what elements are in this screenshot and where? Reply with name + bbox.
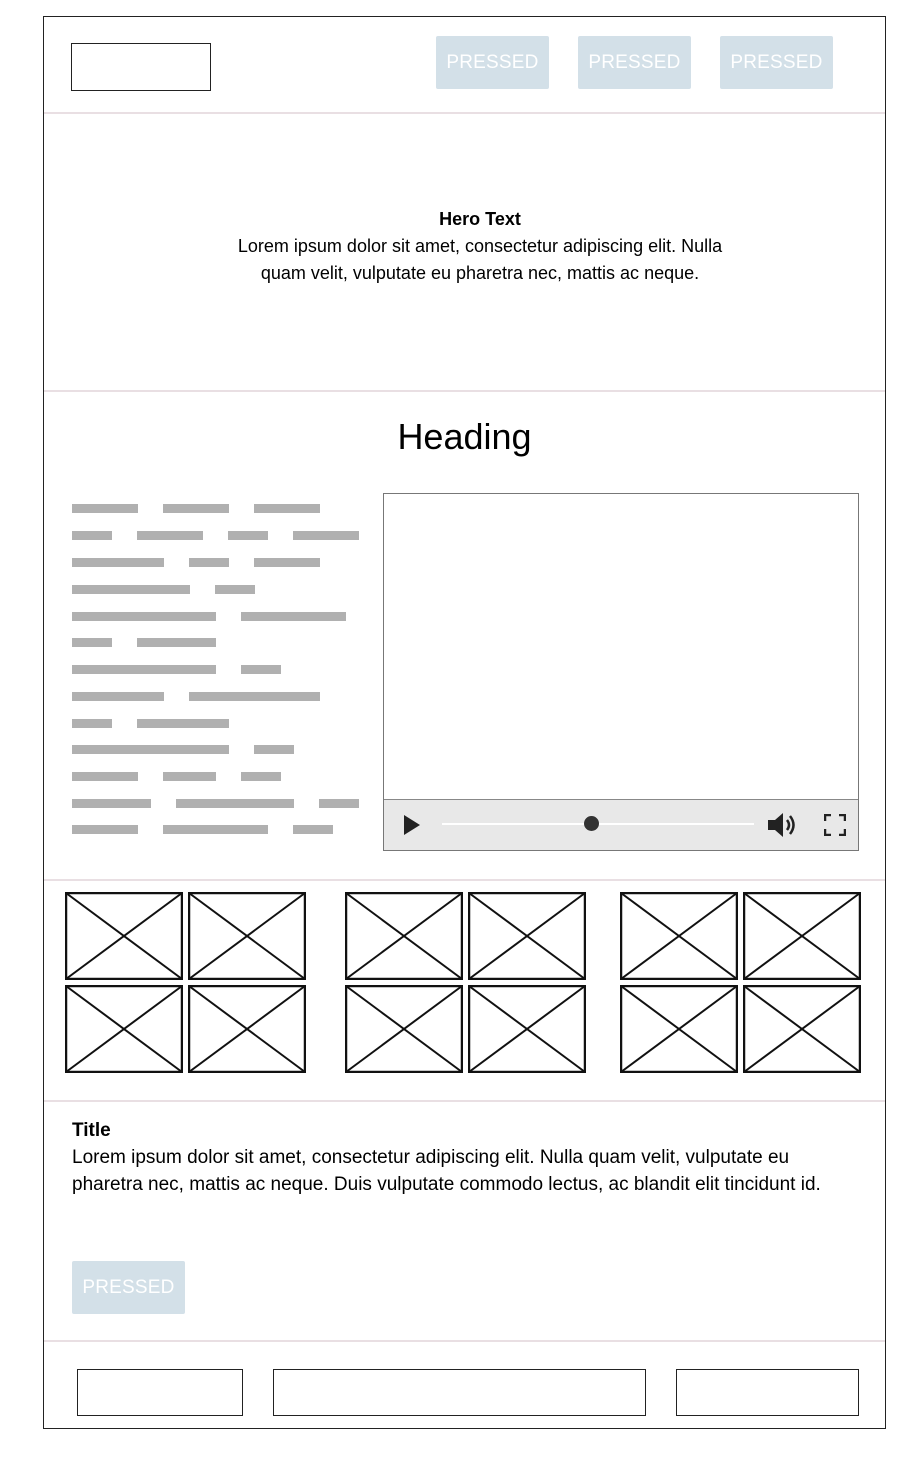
article-block: Title Lorem ipsum dolor sit amet, consec… (72, 1117, 842, 1198)
image-placeholder (742, 891, 862, 981)
separator (44, 879, 885, 881)
text-line (72, 585, 190, 594)
image-placeholder (619, 984, 739, 1074)
article-body: Lorem ipsum dolor sit amet, consectetur … (72, 1147, 821, 1195)
image-placeholder (619, 891, 739, 981)
image-placeholder (742, 984, 862, 1074)
image-placeholder (344, 891, 464, 981)
fullscreen-icon[interactable] (823, 813, 847, 837)
video-progress-handle[interactable] (584, 816, 600, 831)
footer-box-right[interactable] (676, 1369, 859, 1416)
separator (44, 112, 885, 114)
play-icon[interactable] (402, 814, 422, 836)
image-placeholder (64, 891, 184, 981)
text-line (72, 799, 151, 808)
text-line (72, 638, 112, 647)
text-line (215, 585, 255, 594)
video-player[interactable] (383, 493, 859, 851)
volume-icon[interactable] (766, 811, 798, 839)
text-line (254, 745, 294, 754)
text-line (163, 504, 229, 513)
text-line (137, 531, 203, 540)
image-placeholder (187, 891, 307, 981)
text-line (228, 531, 268, 540)
text-line (293, 531, 359, 540)
footer-box-center[interactable] (273, 1369, 646, 1416)
text-line (176, 799, 294, 808)
text-line (163, 772, 216, 781)
nav-button-3[interactable]: PRESSED (720, 36, 833, 89)
text-line (137, 638, 216, 647)
text-line (137, 719, 229, 728)
text-line (254, 504, 320, 513)
nav-button-2[interactable]: PRESSED (578, 36, 691, 89)
footer-box-left[interactable] (77, 1369, 243, 1416)
text-line (72, 692, 164, 701)
hero-title: Hero Text (439, 209, 521, 229)
nav-button-1[interactable]: PRESSED (436, 36, 549, 89)
image-placeholder (64, 984, 184, 1074)
text-line (72, 558, 164, 567)
article-title: Title (72, 1120, 111, 1141)
text-line (72, 745, 229, 754)
article-button[interactable]: PRESSED (72, 1261, 185, 1314)
text-line (72, 504, 138, 513)
image-placeholder (187, 984, 307, 1074)
text-line (241, 612, 346, 621)
text-line (189, 558, 229, 567)
separator (44, 390, 885, 392)
text-line (163, 825, 268, 834)
text-line (72, 612, 216, 621)
text-line (241, 772, 281, 781)
text-line (72, 665, 216, 674)
hero-body: Lorem ipsum dolor sit amet, consectetur … (237, 236, 723, 283)
text-line (293, 825, 333, 834)
page-frame (43, 16, 886, 1429)
text-line (319, 799, 359, 808)
text-line (72, 772, 138, 781)
text-line (72, 719, 112, 728)
text-line (241, 665, 281, 674)
text-line (189, 692, 320, 701)
text-line (72, 531, 112, 540)
separator (44, 1340, 885, 1342)
section-heading: Heading (397, 416, 532, 457)
image-placeholder (467, 984, 587, 1074)
separator (44, 1100, 885, 1102)
hero-section: Hero Text Lorem ipsum dolor sit amet, co… (230, 206, 730, 287)
text-line (72, 825, 138, 834)
text-line (254, 558, 320, 567)
image-placeholder (344, 984, 464, 1074)
image-placeholder (467, 891, 587, 981)
video-controls (384, 799, 858, 850)
logo-placeholder[interactable] (71, 43, 211, 91)
